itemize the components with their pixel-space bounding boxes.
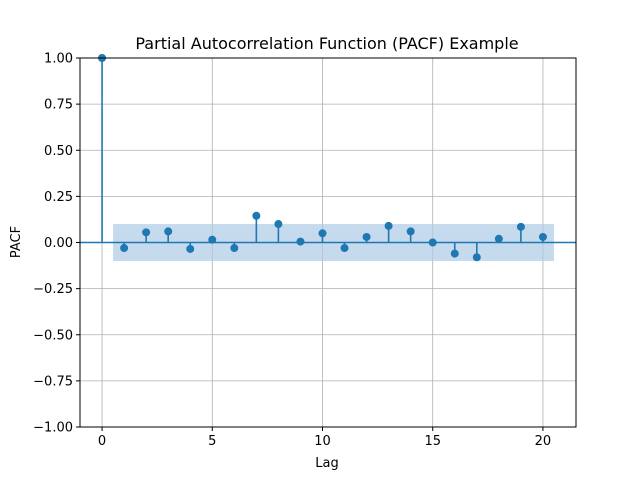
stem-marker (230, 244, 239, 253)
y-tick-label: −0.25 (33, 282, 73, 297)
x-tick-label: 0 (98, 434, 106, 449)
chart-title: Partial Autocorrelation Function (PACF) … (135, 34, 518, 53)
y-tick-label: 0.50 (44, 144, 73, 159)
stem-marker (318, 229, 327, 238)
stem-marker (516, 222, 525, 231)
x-tick-label: 5 (208, 434, 216, 449)
stem-marker (494, 234, 503, 243)
y-tick-label: −1.00 (33, 421, 73, 436)
stem-marker (120, 244, 129, 253)
x-tick-label: 10 (314, 434, 331, 449)
stem-markers (98, 54, 547, 262)
y-tick-label: −0.75 (33, 374, 73, 389)
x-tick-label: 15 (424, 434, 441, 449)
stem-marker (274, 220, 283, 229)
x-axis-ticks: 0 5 10 15 20 (98, 427, 551, 449)
y-tick-label: 0.25 (44, 190, 73, 205)
stem-marker (406, 227, 415, 236)
stem-marker (362, 232, 371, 241)
y-tick-label: 0.75 (44, 98, 73, 113)
stem-marker (164, 227, 173, 236)
stem-marker (538, 232, 547, 241)
stem-marker (340, 244, 349, 253)
stem-marker (186, 244, 195, 253)
stem-marker (472, 253, 481, 262)
y-tick-label: 0.00 (44, 236, 73, 251)
y-axis-ticks: 1.00 0.75 0.50 0.25 0.00 −0.25 −0.50 −0.75 −1.00 (33, 52, 80, 436)
x-tick-label: 20 (535, 434, 552, 449)
stem-marker (142, 228, 151, 237)
stem-marker (384, 221, 393, 230)
stem-marker (450, 249, 459, 258)
y-tick-label: −0.50 (33, 328, 73, 343)
x-axis-label: Lag (315, 456, 338, 471)
stem-marker (428, 238, 437, 247)
stem-marker (296, 237, 305, 246)
stem-marker (208, 235, 217, 244)
stem-marker (252, 211, 261, 220)
y-axis-label: PACF (9, 226, 24, 258)
y-tick-label: 1.00 (44, 52, 73, 67)
